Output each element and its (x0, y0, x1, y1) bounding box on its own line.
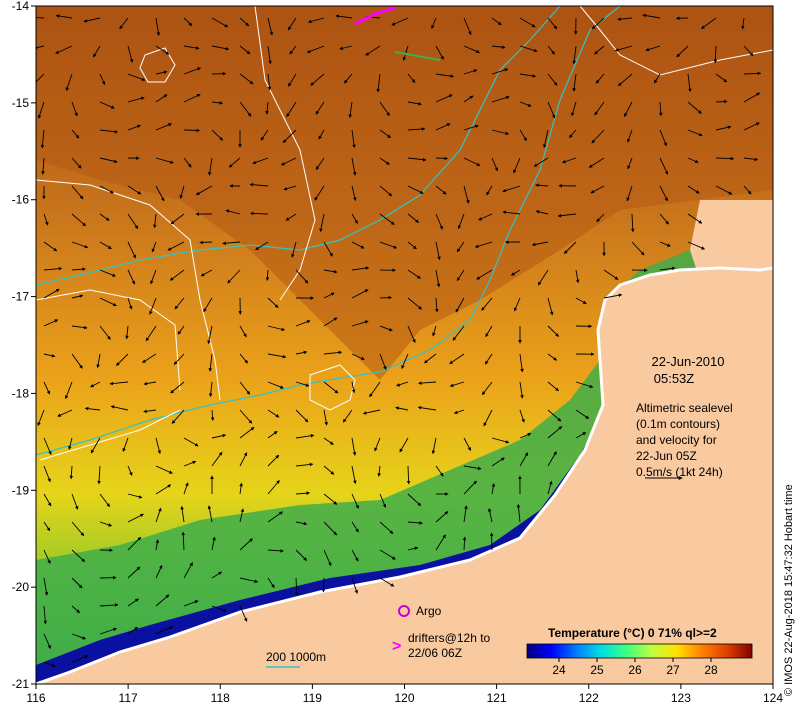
info-date: 22-Jun-2010 (652, 354, 725, 369)
y-tick-label: -17 (12, 290, 30, 304)
x-tick-label: 116 (26, 691, 45, 705)
info-desc-4: 22-Jun 05Z (636, 449, 697, 463)
x-tick-label: 117 (119, 691, 138, 705)
velocity-arrow (200, 242, 212, 243)
velocity-arrow (380, 298, 391, 299)
velocity-arrow (184, 130, 200, 131)
x-tick-label: 121 (487, 691, 507, 705)
y-tick-label: -14 (12, 0, 30, 13)
info-desc-5: 0.5m/s (1kt 24h) (636, 465, 723, 479)
y-tick-label: -20 (12, 580, 30, 594)
x-tick-label: 120 (394, 691, 414, 705)
colorbar-title: Temperature (°C) 0 71% ql>=2 (548, 626, 717, 640)
velocity-arrow (436, 158, 447, 159)
x-tick-label: 119 (303, 691, 322, 705)
info-time: 05:53Z (654, 371, 695, 386)
velocity-arrow (716, 101, 727, 102)
colorbar-tick-label: 25 (590, 663, 604, 677)
drifters-label-1: drifters@12h to (408, 631, 491, 645)
x-tick-label: 118 (211, 691, 230, 705)
argo-label: Argo (416, 604, 442, 618)
colorbar-tick-label: 24 (552, 663, 566, 677)
plot-area (30, 6, 773, 684)
x-axis: 116 117 118 119 120 121 122 123 124 (26, 684, 783, 705)
y-axis: -14 -15 -16 -17 -18 -19 -20 -21 (12, 0, 36, 691)
colorbar-ramp (527, 644, 752, 658)
depth-contour-label: 200 1000m (266, 650, 326, 664)
x-tick-label: 123 (671, 691, 691, 705)
credit-text: © IMOS 22-Aug-2018 15:47:32 Hobart time (783, 484, 795, 696)
x-tick-label: 124 (763, 691, 783, 705)
x-tick-label: 122 (579, 691, 599, 705)
y-tick-label: -15 (12, 96, 30, 110)
info-desc-3: and velocity for (636, 433, 717, 447)
drifters-label-2: 22/06 06Z (408, 646, 462, 660)
info-desc-1: Altimetric sealevel (636, 401, 733, 415)
y-tick-label: -21 (12, 677, 30, 691)
info-desc-2: (0.1m contours) (636, 417, 720, 431)
velocity-arrow (323, 578, 324, 592)
y-tick-label: -19 (12, 483, 30, 497)
colorbar-tick-label: 26 (628, 663, 642, 677)
y-tick-label: -18 (12, 386, 30, 400)
colorbar-tick-label: 27 (666, 663, 680, 677)
colorbar-tick-label: 28 (704, 663, 718, 677)
drifter-marker-icon: > (392, 638, 401, 655)
y-tick-label: -16 (12, 193, 30, 207)
